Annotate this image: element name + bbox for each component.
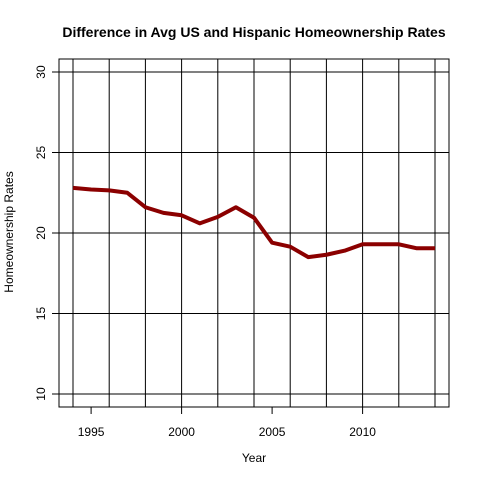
y-axis-label: Homeownership Rates bbox=[2, 171, 16, 292]
y-tick-label: 10 bbox=[34, 387, 48, 401]
series-line bbox=[72, 185, 435, 260]
y-axis: 10 15 20 25 30 bbox=[34, 65, 59, 401]
series-layer bbox=[72, 185, 435, 260]
y-tick-label: 25 bbox=[34, 146, 48, 160]
x-tick-label: 2005 bbox=[259, 425, 286, 439]
x-tick-label: 2000 bbox=[168, 425, 195, 439]
grid bbox=[59, 59, 449, 407]
chart-title: Difference in Avg US and Hispanic Homeow… bbox=[62, 24, 445, 40]
y-tick-label: 30 bbox=[34, 65, 48, 79]
x-axis-label: Year bbox=[242, 451, 266, 465]
y-tick-label: 20 bbox=[34, 226, 48, 240]
y-tick-label: 15 bbox=[34, 307, 48, 321]
x-tick-label: 1995 bbox=[78, 425, 105, 439]
x-tick-label: 2010 bbox=[349, 425, 376, 439]
x-axis: 1995 2000 2005 2010 bbox=[78, 407, 376, 439]
